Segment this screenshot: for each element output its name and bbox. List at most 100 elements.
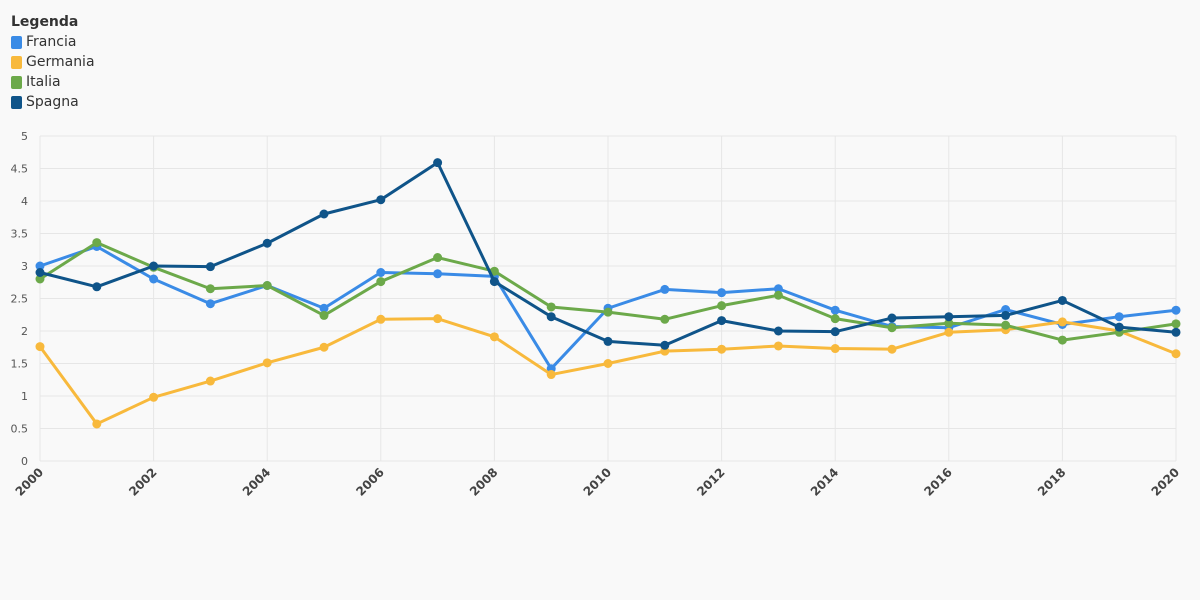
data-point-spagna	[944, 312, 954, 322]
data-point-italia	[830, 314, 840, 324]
data-point-italia	[887, 323, 897, 333]
data-point-spagna	[1001, 310, 1011, 320]
x-tick-label: 2020	[1149, 465, 1183, 499]
data-point-italia	[205, 284, 215, 294]
data-point-francia	[830, 305, 840, 315]
data-point-spagna	[489, 277, 499, 287]
data-point-italia	[1001, 320, 1011, 330]
y-tick-label: 2	[21, 325, 28, 338]
data-point-francia	[1171, 305, 1181, 315]
data-point-germania	[1171, 349, 1181, 359]
data-point-germania	[603, 359, 613, 368]
x-tick-label: 2016	[921, 465, 955, 499]
data-point-spagna	[149, 261, 159, 271]
y-tick-label: 4	[21, 195, 28, 208]
legend-item-spagna[interactable]: Spagna	[11, 92, 95, 112]
data-point-spagna	[717, 316, 727, 326]
data-point-italia	[35, 274, 45, 284]
data-point-italia	[1057, 335, 1067, 345]
legend-swatch-italia	[11, 75, 22, 89]
data-point-francia	[1114, 312, 1124, 322]
data-point-francia	[319, 303, 329, 313]
y-tick-label: 3	[21, 260, 28, 273]
y-tick-label: 4.5	[11, 163, 29, 176]
data-point-spagna	[1057, 295, 1067, 305]
legend-item-francia[interactable]: Francia	[11, 32, 95, 52]
data-point-germania	[205, 376, 215, 386]
data-point-francia	[660, 284, 670, 294]
data-point-francia	[433, 269, 443, 279]
data-point-germania	[319, 342, 329, 352]
legend-swatch-francia	[11, 35, 22, 49]
x-tick-label: 2006	[353, 465, 387, 499]
data-point-germania	[149, 392, 159, 402]
legend: Legenda Francia Germania Italia Spagna	[11, 12, 95, 112]
data-point-germania	[717, 344, 727, 354]
x-tick-label: 2018	[1035, 465, 1069, 499]
data-point-germania	[887, 344, 897, 354]
data-point-germania	[773, 341, 783, 351]
legend-item-italia[interactable]: Italia	[11, 72, 95, 92]
data-point-germania	[830, 344, 840, 354]
legend-item-germania[interactable]: Germania	[11, 52, 95, 72]
data-point-spagna	[319, 209, 329, 219]
x-tick-label: 2002	[126, 465, 160, 499]
data-point-germania	[376, 314, 386, 324]
data-point-italia	[717, 301, 727, 311]
data-point-italia	[319, 310, 329, 320]
data-point-italia	[603, 307, 613, 317]
data-point-germania	[92, 419, 102, 429]
data-point-spagna	[262, 238, 272, 248]
data-point-francia	[149, 274, 159, 284]
y-tick-label: 2.5	[11, 293, 29, 306]
legend-label-spagna: Spagna	[26, 94, 79, 110]
data-point-spagna	[35, 268, 45, 277]
data-point-italia	[1171, 319, 1181, 329]
y-tick-label: 3.5	[11, 228, 29, 241]
data-point-spagna	[1171, 327, 1181, 337]
x-tick-label: 2010	[581, 465, 615, 499]
data-point-italia	[660, 314, 670, 324]
data-point-francia	[205, 299, 215, 309]
data-point-spagna	[376, 195, 386, 205]
y-tick-label: 1.5	[11, 358, 29, 371]
y-tick-label: 5	[21, 130, 28, 143]
legend-label-germania: Germania	[26, 54, 95, 70]
data-point-spagna	[887, 313, 897, 323]
data-point-germania	[433, 314, 443, 324]
data-point-germania	[546, 370, 556, 380]
data-point-germania	[489, 332, 499, 342]
data-point-italia	[433, 253, 443, 263]
x-tick-label: 2014	[808, 465, 842, 499]
legend-swatch-germania	[11, 55, 22, 69]
data-point-spagna	[433, 158, 443, 168]
legend-swatch-spagna	[11, 95, 22, 109]
y-tick-label: 0.5	[11, 423, 29, 436]
data-point-italia	[376, 277, 386, 287]
y-tick-label: 0	[21, 455, 28, 468]
legend-label-francia: Francia	[26, 34, 77, 50]
x-tick-label: 2008	[467, 465, 501, 499]
data-point-spagna	[92, 282, 102, 292]
data-point-italia	[546, 302, 556, 312]
data-point-italia	[773, 290, 783, 300]
data-point-germania	[35, 342, 45, 352]
legend-title: Legenda	[11, 14, 79, 30]
x-tick-label: 2012	[694, 465, 728, 499]
data-point-spagna	[660, 340, 670, 350]
data-point-germania	[262, 358, 272, 368]
data-point-spagna	[205, 262, 215, 272]
data-point-spagna	[546, 312, 556, 322]
data-point-spagna	[830, 327, 840, 337]
data-point-germania	[1057, 317, 1067, 327]
data-point-francia	[717, 288, 727, 298]
data-point-italia	[92, 238, 102, 248]
data-point-spagna	[773, 326, 783, 336]
data-point-italia	[944, 318, 954, 328]
data-point-italia	[262, 281, 272, 290]
data-point-spagna	[603, 336, 613, 346]
data-point-spagna	[1114, 322, 1124, 332]
data-point-francia	[35, 261, 45, 271]
data-point-germania	[944, 327, 954, 337]
